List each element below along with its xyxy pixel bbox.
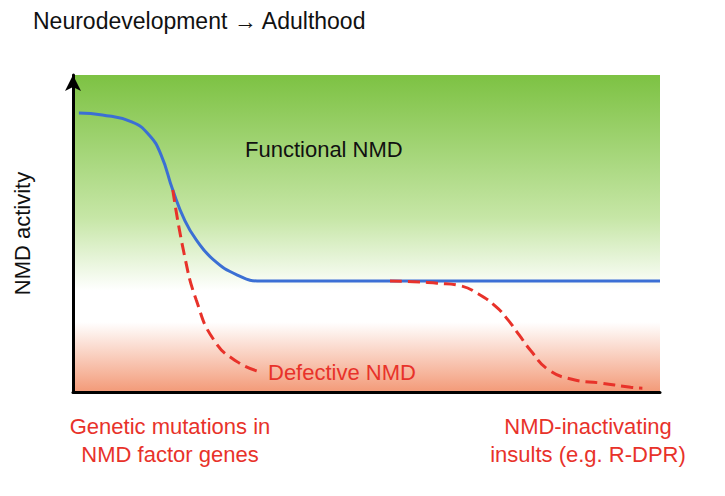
svg-text:NMD activity: NMD activity: [10, 172, 35, 295]
svg-text:NMD-inactivating: NMD-inactivating: [504, 414, 672, 439]
svg-text:NMD factor genes: NMD factor genes: [81, 442, 258, 467]
svg-text:Neurodevelopment → Adulthood: Neurodevelopment → Adulthood: [33, 8, 365, 34]
svg-text:insults (e.g. R-DPR): insults (e.g. R-DPR): [490, 442, 686, 467]
svg-text:Genetic mutations in: Genetic mutations in: [70, 414, 271, 439]
svg-text:Defective NMD: Defective NMD: [268, 360, 416, 385]
svg-text:Functional NMD: Functional NMD: [245, 137, 403, 162]
